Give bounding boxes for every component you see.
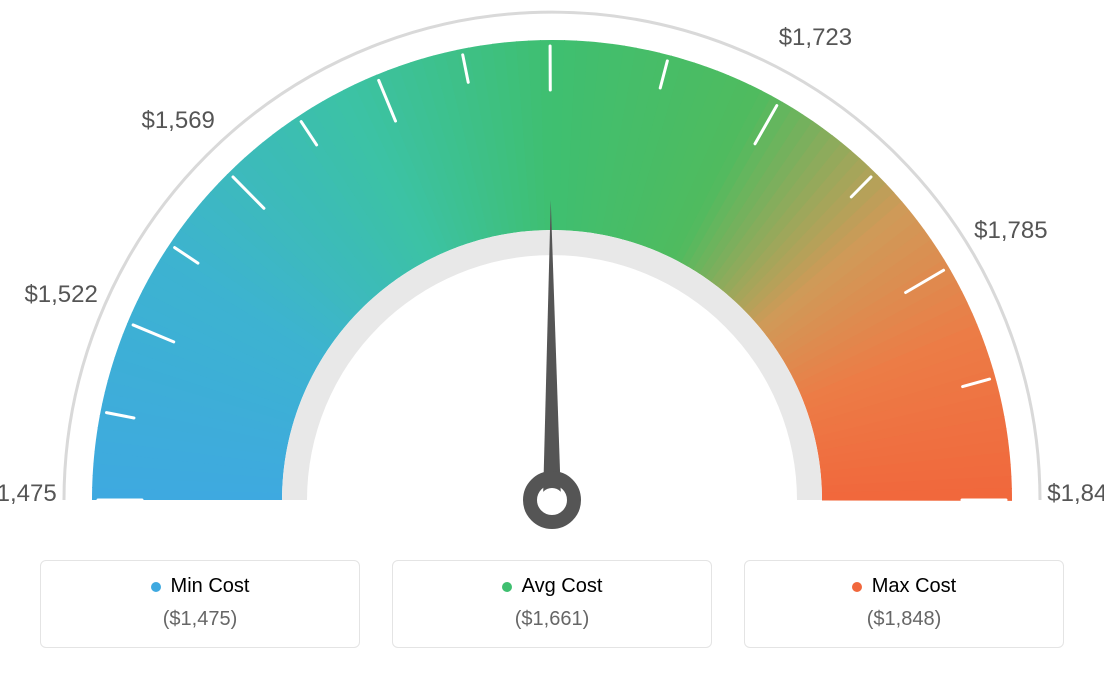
legend-label-max: Max Cost <box>872 575 956 598</box>
legend-row: Min Cost ($1,475) Avg Cost ($1,661) Max … <box>0 560 1104 648</box>
legend-title-avg: Avg Cost <box>502 575 603 598</box>
gauge-tick-label: $1,522 <box>24 281 97 309</box>
legend-label-min: Min Cost <box>171 575 250 598</box>
legend-card-min: Min Cost ($1,475) <box>40 560 360 648</box>
gauge-tick-label: $1,475 <box>0 480 57 508</box>
legend-card-max: Max Cost ($1,848) <box>744 560 1064 648</box>
legend-dot-avg <box>502 582 512 592</box>
legend-value-avg: ($1,661) <box>411 608 693 631</box>
legend-value-max: ($1,848) <box>763 608 1045 631</box>
gauge-tick-label: $1,785 <box>974 217 1047 245</box>
legend-title-min: Min Cost <box>151 575 250 598</box>
legend-title-max: Max Cost <box>852 575 956 598</box>
legend-dot-max <box>852 582 862 592</box>
legend-dot-min <box>151 582 161 592</box>
gauge-chart: $1,475$1,522$1,569$1,661$1,723$1,785$1,8… <box>0 0 1104 550</box>
gauge-svg <box>0 0 1104 550</box>
legend-card-avg: Avg Cost ($1,661) <box>392 560 712 648</box>
legend-value-min: ($1,475) <box>59 608 341 631</box>
gauge-tick-label: $1,723 <box>779 24 852 52</box>
gauge-tick-label: $1,848 <box>1047 480 1104 508</box>
gauge-tick-label: $1,569 <box>141 107 214 135</box>
legend-label-avg: Avg Cost <box>522 575 603 598</box>
